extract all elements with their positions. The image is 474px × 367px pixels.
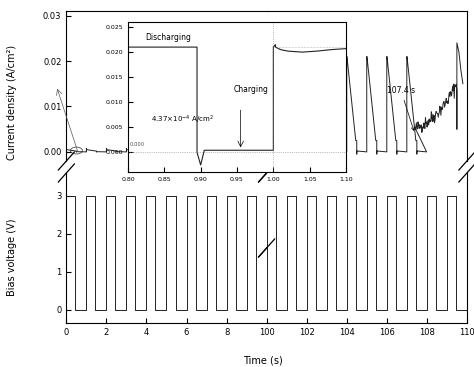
- Text: $4.37\!\times\!10^{-4}\ \mathrm{A/cm^2}$: $4.37\!\times\!10^{-4}\ \mathrm{A/cm^2}$: [151, 113, 214, 126]
- Text: Bias voltage (V): Bias voltage (V): [7, 218, 17, 296]
- Text: Current density (A/cm²): Current density (A/cm²): [7, 45, 17, 160]
- Text: 0.000: 0.000: [129, 142, 145, 148]
- Text: Time (s): Time (s): [243, 355, 283, 365]
- Text: Charging: Charging: [234, 85, 269, 94]
- Text: 107.4 s: 107.4 s: [387, 86, 415, 130]
- Text: Discharging: Discharging: [145, 33, 191, 41]
